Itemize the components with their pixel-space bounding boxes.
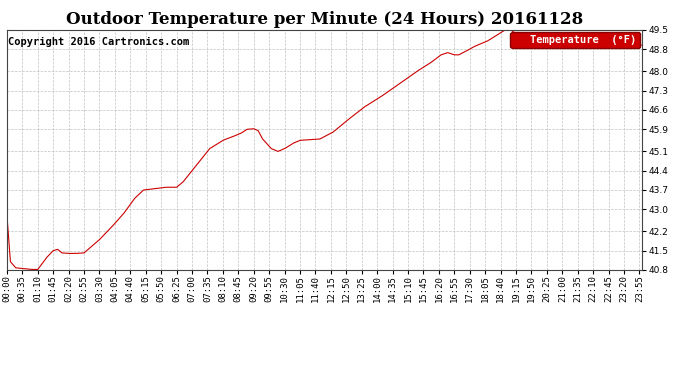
Legend: Temperature  (°F): Temperature (°F)	[511, 32, 640, 48]
Text: Copyright 2016 Cartronics.com: Copyright 2016 Cartronics.com	[8, 37, 190, 47]
Title: Outdoor Temperature per Minute (24 Hours) 20161128: Outdoor Temperature per Minute (24 Hours…	[66, 12, 583, 28]
